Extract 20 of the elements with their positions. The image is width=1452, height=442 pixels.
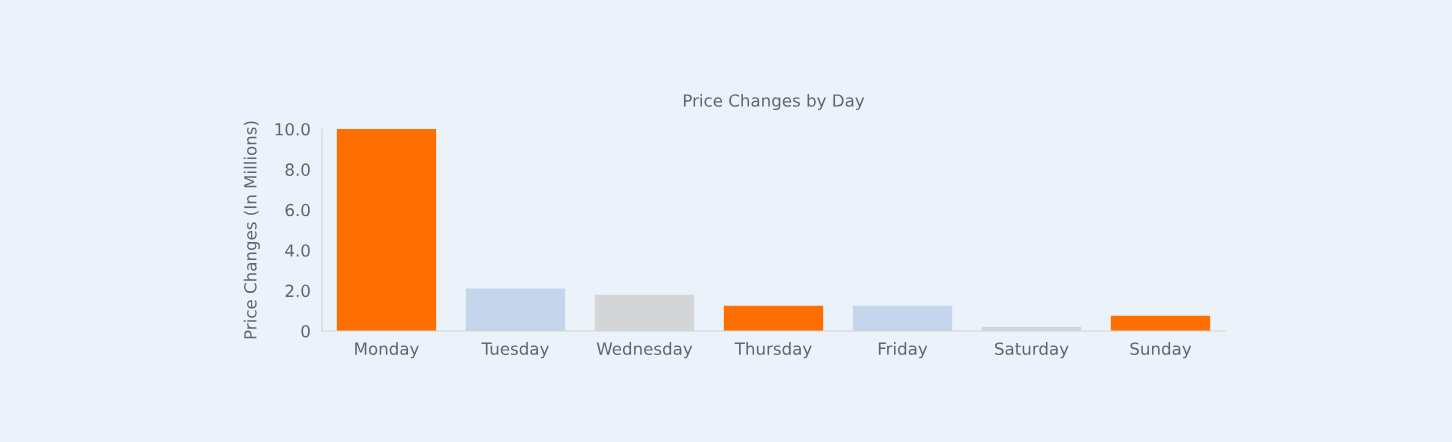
x-tick-label: Saturday: [995, 342, 1069, 359]
chart-title: Price Changes by Day: [683, 93, 865, 111]
y-tick-label: 8.0: [285, 163, 310, 176]
bar: [852, 305, 953, 331]
x-tick-label: Thursday: [734, 342, 812, 359]
bar: [723, 305, 824, 331]
x-tick-label: Tuesday: [481, 342, 549, 359]
y-tick-label: 10.0: [275, 122, 310, 136]
y-tick-label: 4.0: [285, 244, 310, 257]
y-tick-label: 0: [301, 324, 310, 338]
y-tick-label: 6.0: [285, 203, 310, 217]
bar: [465, 288, 566, 331]
bar: [336, 129, 437, 331]
y-axis-title: Price Changes (In Millions): [243, 121, 260, 339]
x-tick-label: Friday: [878, 342, 928, 359]
x-tick-label: Monday: [355, 342, 419, 359]
x-tick-label: Wednesday: [596, 342, 693, 359]
bar: [1110, 315, 1211, 331]
x-tick-label: Sunday: [1130, 342, 1192, 359]
y-tick-label: 2.0: [285, 284, 310, 298]
